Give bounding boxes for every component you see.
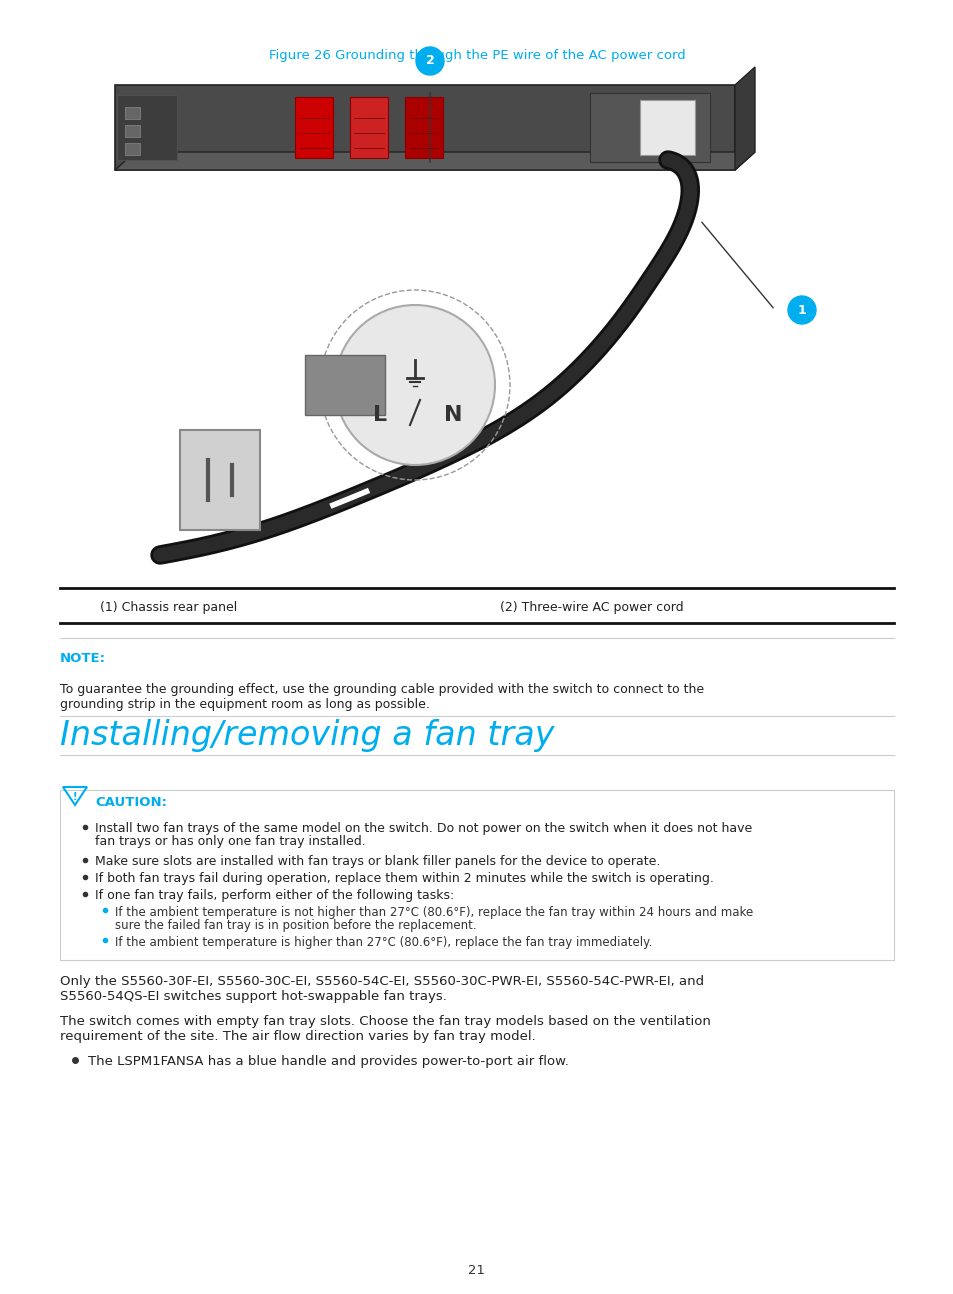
Bar [305, 355, 385, 415]
FancyBboxPatch shape [60, 791, 893, 960]
Text: Only the S5560-30F-EI, S5560-30C-EI, S5560-54C-EI, S5560-30C-PWR-EI, S5560-54C-P: Only the S5560-30F-EI, S5560-30C-EI, S55… [60, 974, 703, 989]
Text: Install two fan trays of the same model on the switch. Do not power on the switc: Install two fan trays of the same model … [95, 822, 752, 835]
Text: (1) Chassis rear panel: (1) Chassis rear panel [100, 602, 237, 615]
Text: sure the failed fan tray is in position before the replacement.: sure the failed fan tray is in position … [115, 919, 476, 932]
Text: To guarantee the grounding effect, use the grounding cable provided with the swi: To guarantee the grounding effect, use t… [60, 683, 703, 710]
Bar [180, 430, 260, 531]
Text: 1: 1 [797, 304, 805, 317]
Bar [125, 126, 140, 137]
Text: N: N [443, 405, 462, 424]
Bar [350, 97, 388, 158]
Text: If the ambient temperature is higher than 27°C (80.6°F), replace the fan tray im: If the ambient temperature is higher tha… [115, 936, 652, 949]
Bar [125, 107, 140, 119]
Polygon shape [734, 67, 754, 170]
Bar [589, 93, 709, 162]
Bar [115, 85, 734, 170]
Bar [639, 100, 695, 155]
Text: 21: 21 [468, 1263, 485, 1276]
Text: The LSPM1FANSA has a blue handle and provides power-to-port air flow.: The LSPM1FANSA has a blue handle and pro… [88, 1055, 568, 1068]
Circle shape [416, 47, 443, 75]
Text: requirement of the site. The air flow direction varies by fan tray model.: requirement of the site. The air flow di… [60, 1030, 536, 1043]
Bar [294, 97, 333, 158]
Text: Figure 26 Grounding through the PE wire of the AC power cord: Figure 26 Grounding through the PE wire … [269, 48, 684, 62]
Polygon shape [115, 151, 754, 170]
Text: If both fan trays fail during operation, replace them within 2 minutes while the: If both fan trays fail during operation,… [95, 872, 713, 885]
Circle shape [335, 305, 495, 465]
Text: CAUTION:: CAUTION: [95, 796, 167, 809]
Text: Installing/removing a fan tray: Installing/removing a fan tray [60, 718, 554, 752]
Bar [117, 94, 177, 160]
Bar [125, 144, 140, 155]
Circle shape [787, 296, 815, 324]
Text: If one fan tray fails, perform either of the following tasks:: If one fan tray fails, perform either of… [95, 889, 454, 902]
Text: S5560-54QS-EI switches support hot-swappable fan trays.: S5560-54QS-EI switches support hot-swapp… [60, 990, 446, 1003]
Text: Make sure slots are installed with fan trays or blank filler panels for the devi: Make sure slots are installed with fan t… [95, 855, 659, 868]
Text: !: ! [72, 792, 77, 802]
Text: fan trays or has only one fan tray installed.: fan trays or has only one fan tray insta… [95, 835, 365, 848]
Text: (2) Three-wire AC power cord: (2) Three-wire AC power cord [499, 602, 683, 615]
Text: The switch comes with empty fan tray slots. Choose the fan tray models based on : The switch comes with empty fan tray slo… [60, 1014, 710, 1027]
Text: NOTE:: NOTE: [60, 651, 106, 665]
Bar [405, 97, 442, 158]
Text: If the ambient temperature is not higher than 27°C (80.6°F), replace the fan tra: If the ambient temperature is not higher… [115, 906, 753, 919]
Text: 2: 2 [425, 54, 434, 67]
Text: L: L [373, 405, 387, 424]
